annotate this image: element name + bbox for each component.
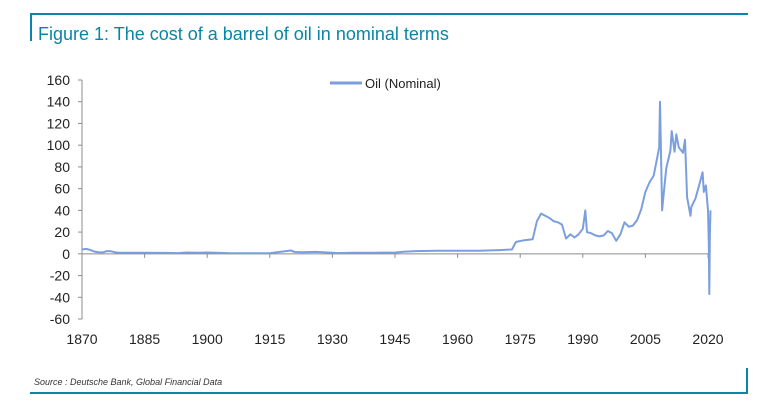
title-accent-bar	[30, 13, 32, 41]
y-tick-label: 160	[47, 72, 71, 88]
y-tick-label: 60	[54, 181, 70, 197]
y-tick-label: -20	[50, 268, 70, 284]
x-tick-label: 1990	[567, 331, 598, 347]
x-tick-label: 1885	[129, 331, 160, 347]
x-tick-label: 1945	[379, 331, 410, 347]
y-axis: -60 -40 -20 0 20 40 60 80 100 120 140 160	[47, 72, 83, 327]
y-tick-label: 0	[62, 246, 70, 262]
x-tick-label: 1975	[505, 331, 536, 347]
y-tick-label: 120	[47, 115, 71, 131]
y-tick-label: 20	[54, 224, 70, 240]
x-tick-label: 1900	[192, 331, 223, 347]
x-tick-label: 1870	[66, 331, 97, 347]
x-tick-label: 1930	[317, 331, 348, 347]
y-tick-label: 140	[47, 94, 71, 110]
series-layer	[81, 100, 712, 295]
legend: Oil (Nominal)	[330, 76, 441, 91]
x-tick-label: 2020	[692, 331, 723, 347]
x-tick-label: 1960	[442, 331, 473, 347]
bottom-rule	[30, 392, 748, 394]
y-tick-label: -40	[50, 289, 70, 305]
y-tick-label: 40	[54, 202, 70, 218]
legend-label: Oil (Nominal)	[365, 76, 441, 91]
series-line-oil-nominal	[81, 100, 712, 295]
figure-title: Figure 1: The cost of a barrel of oil in…	[38, 24, 449, 44]
y-tick-label: 100	[47, 137, 71, 153]
footer-accent-bar	[746, 368, 748, 394]
x-axis: 1870 1885 1900 1915 1930 1945 1960 1975 1990 2005…	[66, 253, 724, 347]
x-tick-label: 1915	[254, 331, 285, 347]
source-note: Source : Deutsche Bank, Global Financial…	[34, 377, 223, 387]
y-tick-label: -60	[50, 311, 70, 327]
y-tick-label: 80	[54, 159, 70, 175]
x-tick-label: 2005	[630, 331, 661, 347]
top-rule	[30, 13, 748, 15]
